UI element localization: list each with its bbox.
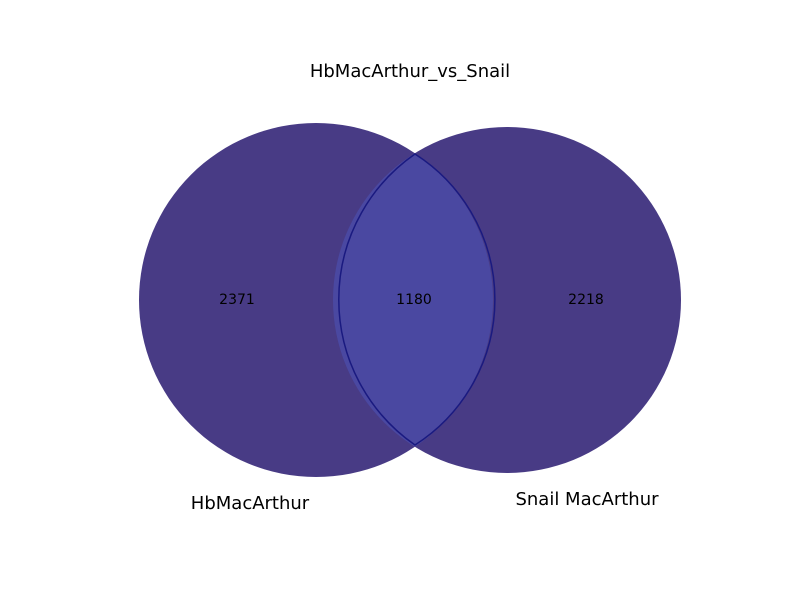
count-intersection: 1180 (396, 292, 432, 308)
intersection-region (333, 127, 493, 473)
count-hbmacarthur-only: 2371 (219, 292, 255, 308)
chart-title: HbMacArthur_vs_Snail (310, 61, 510, 82)
count-snail-macarthur-only: 2218 (568, 292, 604, 308)
set-label-hbmacarthur: HbMacArthur (191, 493, 310, 514)
set-label-snail-macarthur: Snail MacArthur (515, 489, 659, 510)
intersection-outline (338, 153, 496, 446)
